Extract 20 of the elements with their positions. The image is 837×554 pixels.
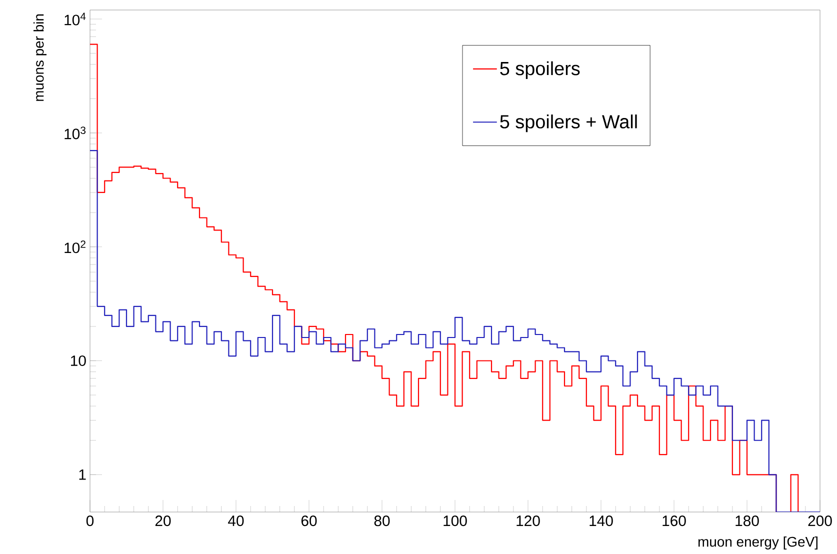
x-tick-label: 140 — [590, 516, 613, 526]
legend-label: 5 spoilers + Wall — [500, 114, 637, 132]
x-tick-label: 180 — [736, 516, 759, 526]
y-tick-label: 10$^{4}$ — [64, 12, 86, 26]
x-tick-label: 120 — [516, 516, 540, 526]
y-tick-label: 10$^{3}$ — [64, 126, 86, 140]
x-tick-label: 40 — [228, 516, 244, 526]
y-tick-label: 10 — [71, 355, 86, 366]
x-tick-label: 60 — [301, 516, 317, 526]
x-tick-label: 100 — [444, 516, 467, 526]
legend-label: 5 spoilers — [500, 61, 580, 79]
y-axis-title: muons per bin — [34, 14, 46, 101]
x-tick-label: 0 — [86, 516, 94, 526]
x-tick-label: 200 — [808, 516, 832, 526]
y-tick-label: 10$^{2}$ — [64, 240, 86, 254]
x-tick-label: 80 — [374, 516, 390, 526]
x-tick-label: 160 — [662, 516, 686, 526]
x-tick-label: 20 — [155, 516, 171, 526]
y-tick-label: 1 — [79, 470, 86, 480]
x-axis-title: muon energy [GeV] — [698, 536, 818, 550]
